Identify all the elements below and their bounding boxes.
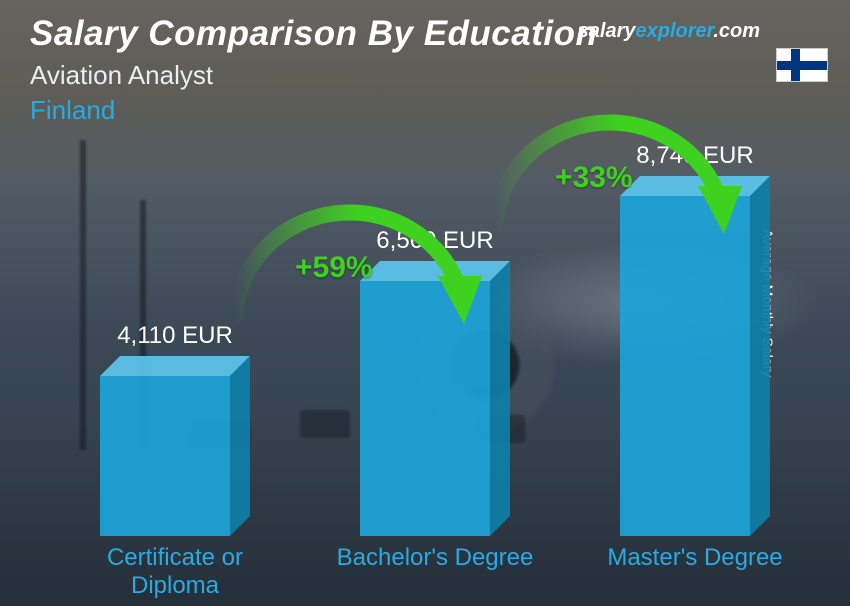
brand-part1: salary (578, 20, 636, 42)
brand-logo: salaryexplorer.com (578, 20, 760, 43)
page-title: Salary Comparison By Education (30, 14, 597, 54)
bar-category-label: Master's Degree (585, 544, 805, 572)
brand-part3: .com (713, 20, 760, 42)
bar-category-label: Bachelor's Degree (325, 544, 545, 572)
bar-side (230, 356, 250, 536)
bar-front (100, 376, 230, 536)
finland-flag-icon (776, 48, 828, 82)
bar-side (490, 261, 510, 536)
infographic-stage: Salary Comparison By Education Aviation … (0, 0, 850, 606)
bar-side (750, 176, 770, 536)
brand-part2: explorer (635, 20, 713, 42)
increase-pct-label: +59% (295, 251, 373, 285)
bar-chart: 4,110 EURCertificate or Diploma6,560 EUR… (60, 116, 790, 536)
bar-category-label: Certificate or Diploma (65, 544, 285, 599)
increase-pct-label: +33% (555, 161, 633, 195)
